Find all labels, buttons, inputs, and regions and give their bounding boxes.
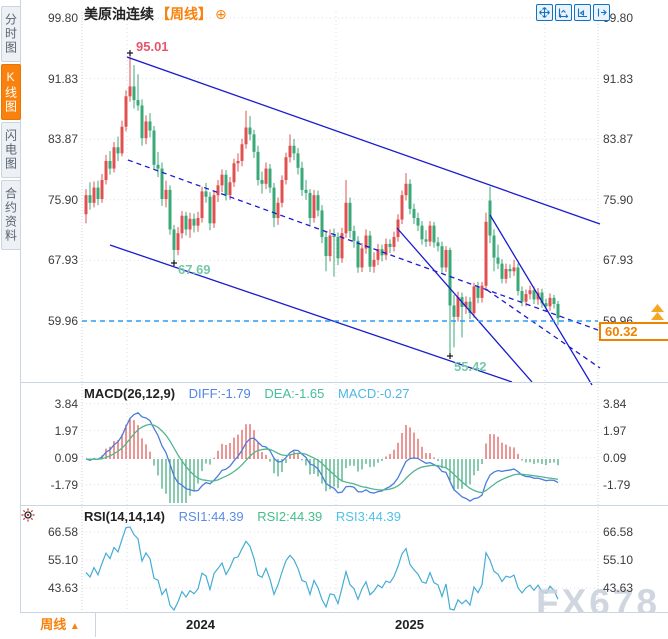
axis-tick-label: 67.93 (603, 253, 634, 268)
axis-tick-label: -1.79 (603, 477, 631, 492)
axis-tick-label: 59.96 (47, 314, 78, 328)
high-price-label: 95.01 (136, 39, 169, 54)
goto-latest-icon[interactable] (593, 4, 610, 21)
macd-title: MACD(26,12,9) (84, 386, 176, 401)
rsi-panel-divider[interactable] (20, 505, 668, 506)
rsi-title: RSI(14,14,14) (84, 509, 165, 524)
axis-tick-label: 83.87 (603, 132, 634, 147)
low-price-label-1: 67.69 (178, 262, 211, 277)
jump-to-latest-icon[interactable] (650, 304, 665, 326)
sidebar-tab-contract-info[interactable]: 合约资料 (1, 180, 21, 250)
axis-tick-label: 83.87 (47, 132, 78, 147)
time-axis-divider (20, 612, 668, 613)
axis-tick-label: 75.90 (603, 192, 634, 207)
axis-tick-label: 0.09 (54, 450, 78, 465)
axis-tick-label: 43.63 (603, 580, 634, 595)
axis-tick-label: 0.09 (603, 450, 627, 465)
axis-tick-label: -1.79 (50, 477, 78, 492)
axis-tick-label: 91.83 (603, 71, 634, 86)
axis-tick-label: 91.83 (47, 71, 78, 86)
axis-tick-label: 1.97 (54, 423, 78, 438)
time-axis: 周线 ▲ 2024 2025 (20, 613, 668, 638)
macd-panel-divider[interactable] (20, 382, 668, 383)
add-indicator-icon[interactable]: ⊕ (215, 6, 227, 22)
rsi-header: RSI(14,14,14) RSI1:44.39 RSI2:44.39 RSI3… (84, 509, 401, 524)
period-label: 周线 (40, 617, 67, 632)
sidebar-tab-timeshare[interactable]: 分时图 (1, 6, 21, 62)
axis-tick-label: 67.93 (47, 253, 78, 268)
axis-tick-label: 3.84 (54, 396, 78, 411)
axis-tick-label: 75.90 (47, 192, 78, 207)
macd-dea-value: DEA:-1.65 (264, 386, 325, 401)
axis-tick-label: 3.84 (603, 396, 627, 411)
axis-tick-label: 66.58 (603, 524, 634, 539)
axis-scale-icon[interactable] (555, 4, 572, 21)
left-sidebar: 分时图 K线图 闪电图 合约资料 (0, 0, 21, 638)
axis-pan-icon[interactable] (574, 4, 591, 21)
chevron-up-icon: ▲ (69, 621, 80, 632)
period-badge: 【周线】 (156, 6, 212, 22)
macd-value: MACD:-0.27 (338, 386, 410, 401)
symbol-name: 美原油连续 (84, 6, 154, 22)
axis-tick-label: 99.80 (47, 10, 78, 25)
chart-toolbar (536, 4, 610, 21)
current-price-tag: 60.32 (599, 322, 668, 341)
low-price-label-2: 55.42 (454, 359, 487, 374)
year-label-2025: 2025 (395, 617, 424, 632)
axis-tick-label: 99.80 (603, 10, 634, 25)
sidebar-tab-lightning[interactable]: 闪电图 (1, 122, 21, 178)
chart-title: 美原油连续 【周线】 ⊕ (84, 4, 227, 22)
rsi2-value: RSI2:44.39 (257, 509, 323, 524)
axis-tick-label: 66.58 (47, 524, 78, 539)
macd-diff-value: DIFF:-1.79 (188, 386, 251, 401)
indicator-settings-icon[interactable] (21, 508, 35, 527)
period-selector-button[interactable]: 周线 ▲ (25, 613, 96, 637)
crosshair-icon[interactable] (536, 4, 553, 21)
axis-tick-label: 43.63 (47, 580, 78, 595)
axis-tick-label: 55.10 (603, 553, 634, 567)
rsi3-value: RSI3:44.39 (335, 509, 401, 524)
rsi1-value: RSI1:44.39 (178, 509, 244, 524)
year-label-2024: 2024 (186, 617, 215, 632)
macd-header: MACD(26,12,9) DIFF:-1.79 DEA:-1.65 MACD:… (84, 386, 410, 401)
sidebar-tab-kline[interactable]: K线图 (1, 64, 21, 120)
axis-tick-label: 1.97 (603, 423, 627, 438)
axis-tick-label: 55.10 (47, 553, 78, 567)
